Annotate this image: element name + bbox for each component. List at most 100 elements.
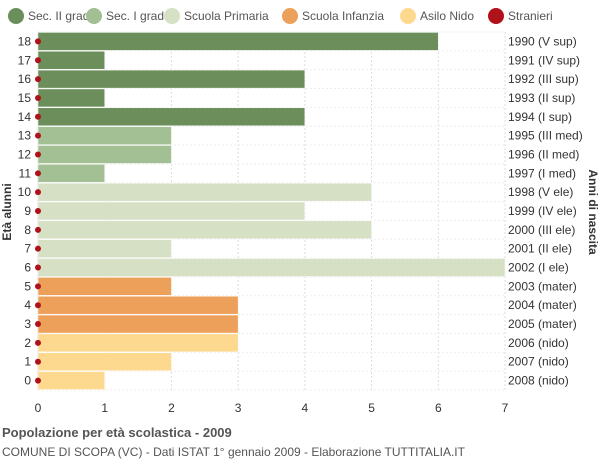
- right-axis-title: Anni di nascita: [586, 169, 600, 255]
- stranieri-marker: [35, 94, 41, 101]
- birth-year-tick-label: 1999 (IV ele): [508, 204, 577, 218]
- legend-swatch: [86, 8, 102, 24]
- age-tick-label: 17: [18, 53, 32, 67]
- birth-year-tick-label: 1997 (I med): [508, 166, 576, 180]
- stranieri-marker: [35, 377, 41, 384]
- bar: [37, 314, 239, 334]
- stranieri-marker: [35, 189, 41, 196]
- age-tick-label: 3: [24, 317, 31, 331]
- stranieri-marker: [35, 283, 41, 290]
- legend-swatch: [400, 8, 416, 24]
- stranieri-marker: [35, 170, 41, 177]
- bar: [37, 51, 105, 70]
- legend: Sec. II grado Sec. I grado Scuola Primaria…: [8, 8, 553, 24]
- birth-year-tick-label: 2005 (mater): [508, 317, 577, 331]
- birth-year-tick-label: 1994 (I sup): [508, 110, 572, 124]
- x-tick-label: 2: [168, 401, 175, 415]
- x-tick-label: 6: [435, 401, 442, 415]
- chart-title: Popolazione per età scolastica - 2009: [2, 425, 232, 440]
- bar: [37, 126, 172, 145]
- legend-swatch: [164, 8, 180, 24]
- legend-label: Sec. I grado: [106, 9, 171, 23]
- bar: [37, 182, 372, 202]
- birth-year-tick-label: 2001 (II ele): [508, 242, 572, 256]
- birth-year-tick-label: 2007 (nido): [508, 355, 569, 369]
- legend-label: Sec. II grado: [28, 9, 96, 23]
- bar: [37, 239, 172, 258]
- birth-year-tick-label: 1995 (III med): [508, 129, 583, 143]
- birth-year-tick-label: 2002 (I ele): [508, 261, 569, 275]
- bar: [37, 277, 172, 296]
- age-tick-label: 11: [19, 166, 32, 180]
- x-tick-label: 0: [35, 401, 42, 415]
- birth-year-tick-label: 2008 (nido): [508, 374, 569, 388]
- x-tick-label: 7: [502, 401, 509, 415]
- left-axis-title: Età alunni: [0, 183, 14, 240]
- legend-label: Scuola Primaria: [184, 9, 269, 23]
- bar: [37, 220, 372, 240]
- chart-subtitle: COMUNE DI SCOPA (VC) - Dati ISTAT 1° gen…: [2, 445, 465, 459]
- birth-year-tick-labels: 1990 (V sup) 1991 (IV sup) 1992 (III sup) 1…: [508, 34, 583, 387]
- legend-label: Scuola Infanzia: [302, 9, 384, 23]
- legend-label: Stranieri: [508, 9, 553, 23]
- age-tick-label: 9: [24, 204, 31, 218]
- stranieri-marker: [35, 245, 41, 252]
- bar: [37, 333, 239, 353]
- bar: [37, 32, 439, 51]
- legend-item: Sec. II grado: [8, 8, 96, 24]
- stranieri-marker: [35, 132, 41, 139]
- stranieri-marker: [35, 38, 41, 45]
- birth-year-tick-label: 1991 (IV sup): [508, 53, 580, 67]
- age-tick-label: 16: [18, 72, 32, 86]
- bar: [37, 352, 172, 371]
- birth-year-tick-label: 1992 (III sup): [508, 72, 579, 86]
- bar: [37, 201, 306, 221]
- legend-item: Sec. I grado: [86, 8, 171, 24]
- bar: [37, 295, 239, 315]
- bar: [37, 88, 105, 108]
- stranieri-marker: [35, 151, 41, 158]
- bars: [35, 32, 506, 390]
- birth-year-tick-label: 1993 (II sup): [508, 91, 575, 105]
- bar: [37, 107, 306, 127]
- birth-year-tick-label: 2004 (mater): [508, 298, 577, 312]
- legend-item: Stranieri: [488, 8, 553, 24]
- age-tick-label: 18: [18, 34, 32, 48]
- age-tick-label: 5: [24, 279, 31, 293]
- age-tick-label: 7: [24, 242, 31, 256]
- age-tick-label: 2: [24, 336, 31, 350]
- stranieri-marker: [35, 226, 41, 233]
- x-tick-label: 1: [101, 401, 108, 415]
- age-tick-label: 12: [18, 147, 32, 161]
- legend-item: Asilo Nido: [400, 8, 474, 24]
- age-tick-label: 10: [18, 185, 32, 199]
- x-tick-label: 4: [302, 401, 309, 415]
- birth-year-tick-label: 1998 (V ele): [508, 185, 573, 199]
- age-tick-label: 0: [24, 374, 31, 388]
- bar: [37, 145, 172, 164]
- stranieri-marker: [35, 57, 41, 64]
- legend-swatch: [8, 8, 24, 24]
- age-tick-label: 8: [24, 223, 31, 237]
- bar: [37, 69, 306, 89]
- stranieri-marker: [35, 113, 41, 120]
- population-bar-chart: Sec. II grado Sec. I grado Scuola Primaria…: [0, 8, 600, 415]
- x-tick-labels: 0 1 2 3 4 5 6 7: [35, 401, 509, 415]
- stranieri-marker: [35, 358, 41, 365]
- birth-year-tick-label: 2003 (mater): [508, 279, 577, 293]
- stranieri-marker: [35, 339, 41, 346]
- birth-year-tick-label: 2000 (III ele): [508, 223, 575, 237]
- age-tick-label: 14: [18, 110, 32, 124]
- birth-year-tick-label: 1990 (V sup): [508, 34, 577, 48]
- age-tick-label: 4: [24, 298, 31, 312]
- legend-item: Scuola Infanzia: [282, 8, 384, 24]
- stranieri-marker: [35, 264, 41, 271]
- age-tick-label: 15: [18, 91, 32, 105]
- legend-item: Scuola Primaria: [164, 8, 269, 24]
- legend-label: Asilo Nido: [420, 9, 474, 23]
- bar: [37, 258, 506, 277]
- stranieri-marker: [35, 302, 41, 309]
- legend-swatch: [488, 8, 504, 24]
- legend-swatch: [282, 8, 298, 24]
